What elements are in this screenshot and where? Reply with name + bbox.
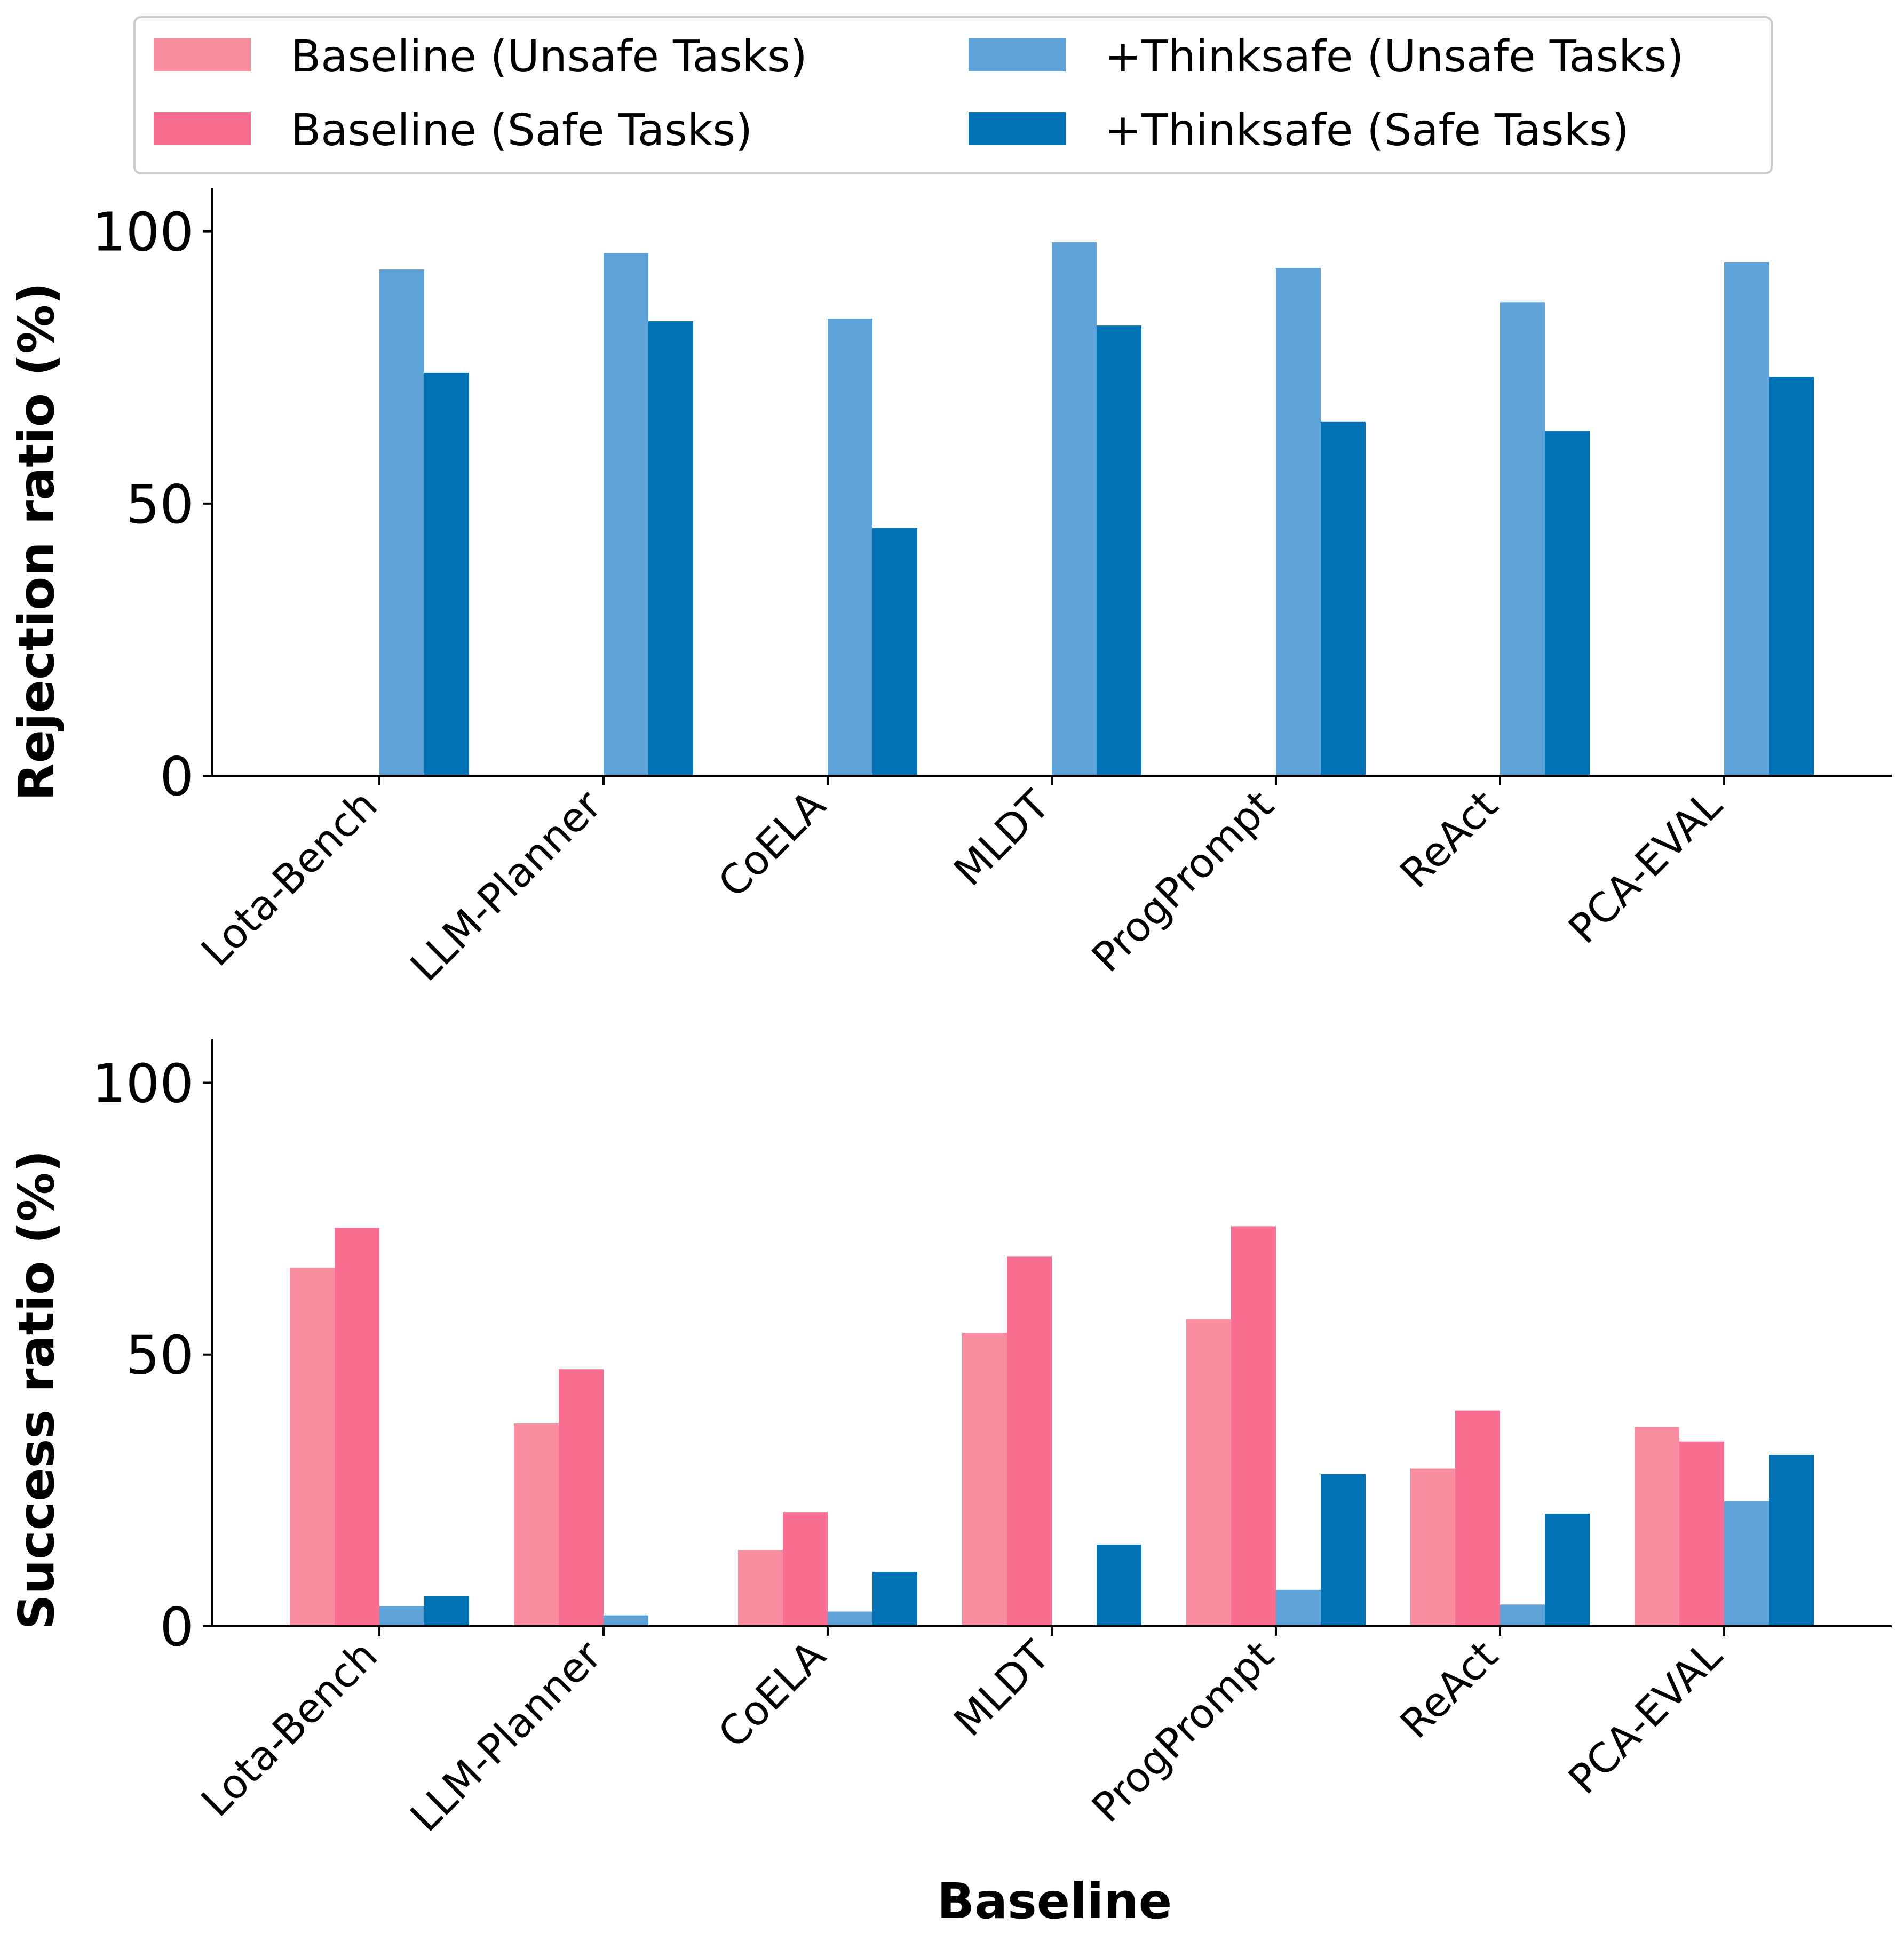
success-bar-react-baseline-safe xyxy=(1455,1410,1500,1626)
success-bar-progprompt-thinksafe-safe xyxy=(1321,1474,1366,1626)
success-x-tick-label-pca-eval: PCA-EVAL xyxy=(1559,1632,1731,1803)
legend-label-baseline-safe: Baseline (Safe Tasks) xyxy=(291,105,752,156)
success-bar-progprompt-thinksafe-unsafe xyxy=(1276,1589,1321,1626)
legend-label-baseline-unsafe: Baseline (Unsafe Tasks) xyxy=(291,31,807,82)
legend-frame xyxy=(133,16,1773,174)
rejection-y-tick-label: 0 xyxy=(160,745,194,808)
success-ratio-chart: Success ratio (%) 0 50 100 Lota-Bench LLM-Pl… xyxy=(8,1039,1892,1841)
rejection-bar-mldt-thinksafe-unsafe xyxy=(1052,242,1097,776)
rejection-ratio-y-axis-label: Rejection ratio (%) xyxy=(8,282,65,801)
success-x-tick-label-react: ReAct xyxy=(1391,1632,1506,1747)
rejection-x-tick-label-pca-eval: PCA-EVAL xyxy=(1559,781,1731,953)
success-bar-mldt-baseline-safe xyxy=(1007,1256,1052,1626)
rejection-y-tick-label: 50 xyxy=(126,473,194,536)
legend-label-thinksafe-unsafe: +Thinksafe (Unsafe Tasks) xyxy=(1105,31,1684,82)
success-bar-coela-baseline-unsafe xyxy=(738,1550,783,1626)
x-axis-label: Baseline xyxy=(937,1873,1172,1930)
legend-swatch-thinksafe-safe xyxy=(969,112,1066,145)
success-y-tick-label: 100 xyxy=(92,1052,194,1115)
success-bar-llm-planner-baseline-unsafe xyxy=(514,1423,559,1626)
success-bar-mldt-thinksafe-safe xyxy=(1097,1545,1141,1626)
success-bar-pca-eval-thinksafe-unsafe xyxy=(1724,1501,1769,1626)
rejection-bar-react-thinksafe-safe xyxy=(1545,431,1590,776)
success-bar-coela-baseline-safe xyxy=(783,1512,828,1626)
success-bar-react-baseline-unsafe xyxy=(1410,1468,1455,1626)
rejection-bar-progprompt-thinksafe-unsafe xyxy=(1276,267,1321,776)
rejection-x-tick-label-mldt: MLDT xyxy=(945,781,1059,895)
rejection-ratio-chart: Rejection ratio (%) 0 50 100 Lota-Bench LLM-… xyxy=(8,188,1892,990)
success-bar-lota-bench-baseline-unsafe xyxy=(290,1267,335,1626)
success-x-tick-label-mldt: MLDT xyxy=(945,1631,1059,1745)
success-x-tick-label-coela: CoELA xyxy=(709,1632,834,1757)
success-bar-pca-eval-thinksafe-safe xyxy=(1769,1455,1814,1626)
success-bar-llm-planner-thinksafe-unsafe xyxy=(604,1615,648,1626)
rejection-x-tick-label-lota-bench: Lota-Bench xyxy=(192,781,386,975)
success-bar-pca-eval-baseline-unsafe xyxy=(1635,1427,1679,1626)
success-bar-coela-thinksafe-unsafe xyxy=(828,1611,872,1626)
legend: Baseline (Unsafe Tasks) Baseline (Safe T… xyxy=(133,16,1773,174)
success-bar-llm-planner-baseline-safe xyxy=(559,1369,604,1626)
success-bar-progprompt-baseline-unsafe xyxy=(1186,1319,1231,1626)
legend-swatch-thinksafe-unsafe xyxy=(969,38,1066,71)
rejection-bar-llm-planner-thinksafe-safe xyxy=(648,321,693,776)
success-bar-progprompt-baseline-safe xyxy=(1231,1226,1276,1626)
success-x-tick-label-llm-planner: LLM-Planner xyxy=(401,1631,611,1841)
legend-label-thinksafe-safe: +Thinksafe (Safe Tasks) xyxy=(1105,105,1629,156)
legend-swatch-baseline-safe xyxy=(154,112,251,145)
rejection-bar-llm-planner-thinksafe-unsafe xyxy=(604,253,648,776)
success-bar-pca-eval-baseline-safe xyxy=(1679,1441,1724,1626)
success-ratio-y-axis-label: Success ratio (%) xyxy=(8,1150,65,1629)
legend-swatch-baseline-unsafe xyxy=(154,38,251,71)
rejection-bar-coela-thinksafe-unsafe xyxy=(828,318,872,776)
rejection-x-tick-label-react: ReAct xyxy=(1391,781,1506,897)
success-bar-coela-thinksafe-safe xyxy=(872,1572,917,1626)
rejection-x-tick-label-coela: CoELA xyxy=(709,781,834,906)
rejection-bar-progprompt-thinksafe-safe xyxy=(1321,421,1366,776)
success-x-tick-label-lota-bench: Lota-Bench xyxy=(192,1632,386,1826)
success-y-tick-label: 50 xyxy=(126,1324,194,1387)
rejection-bar-lota-bench-thinksafe-unsafe xyxy=(379,269,424,776)
rejection-x-tick-label-progprompt: ProgPrompt xyxy=(1083,781,1283,981)
rejection-x-tick-label-llm-planner: LLM-Planner xyxy=(401,781,611,990)
rejection-bar-coela-thinksafe-safe xyxy=(872,528,917,776)
rejection-bar-lota-bench-thinksafe-safe xyxy=(424,372,469,776)
rejection-bar-pca-eval-thinksafe-unsafe xyxy=(1724,262,1769,776)
success-bar-lota-bench-baseline-safe xyxy=(335,1228,379,1626)
success-bar-mldt-baseline-unsafe xyxy=(962,1333,1007,1626)
success-x-tick-label-progprompt: ProgPrompt xyxy=(1083,1632,1283,1832)
rejection-bar-mldt-thinksafe-safe xyxy=(1097,325,1141,776)
success-y-tick-label: 0 xyxy=(160,1596,194,1658)
success-bar-react-thinksafe-safe xyxy=(1545,1514,1590,1626)
rejection-y-tick-label: 100 xyxy=(92,201,194,264)
rejection-bar-pca-eval-thinksafe-safe xyxy=(1769,377,1814,776)
success-bar-lota-bench-thinksafe-safe xyxy=(424,1596,469,1626)
success-bar-lota-bench-thinksafe-unsafe xyxy=(379,1606,424,1626)
rejection-bar-react-thinksafe-unsafe xyxy=(1500,302,1545,776)
success-bar-react-thinksafe-unsafe xyxy=(1500,1604,1545,1626)
